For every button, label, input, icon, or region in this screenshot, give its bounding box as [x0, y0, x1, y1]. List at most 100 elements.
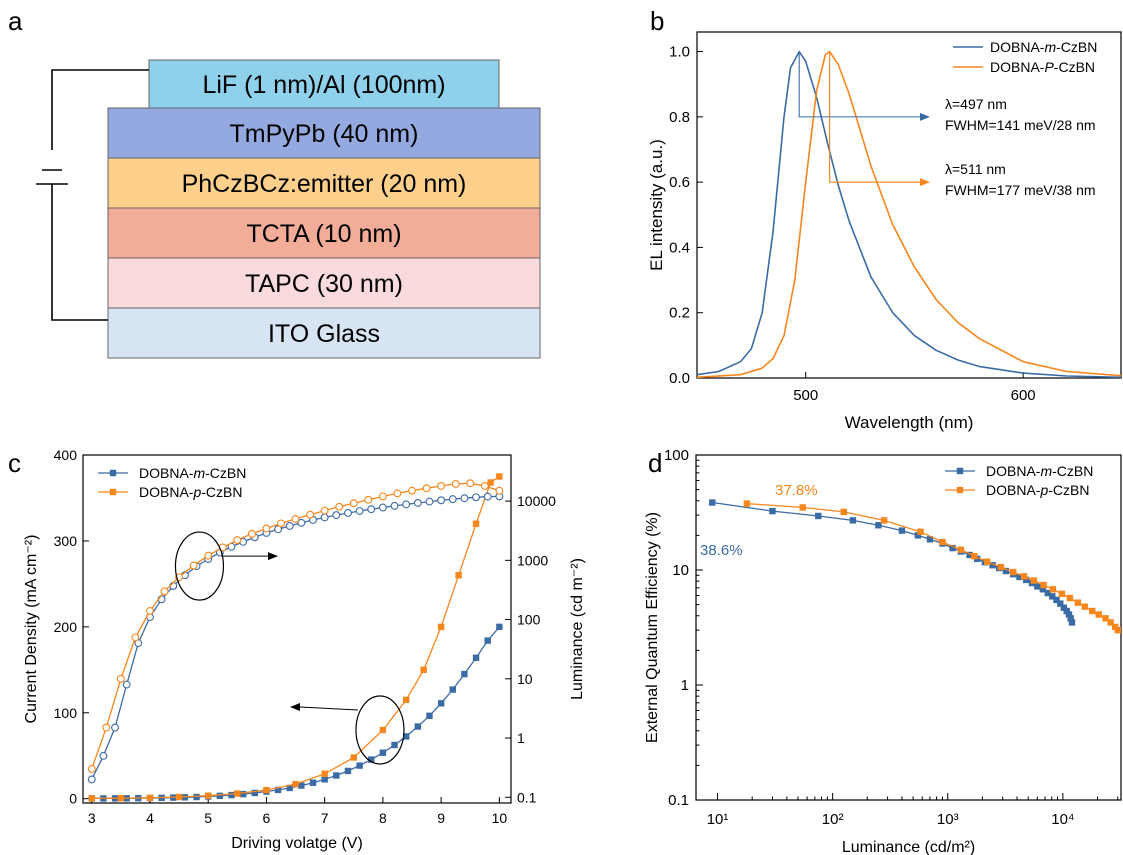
data-point [321, 507, 328, 514]
y-axis-label: Current Density (mA cm⁻²) [23, 535, 40, 724]
data-point [438, 483, 445, 490]
legend-label-part: DOBNA- [990, 39, 1045, 55]
x-tick-label: 10¹ [707, 811, 729, 828]
data-point [455, 572, 461, 578]
data-point [484, 493, 491, 500]
data-point [351, 754, 357, 760]
x-axis-label: Wavelength (nm) [845, 413, 974, 432]
data-point [333, 512, 340, 519]
data-point [438, 700, 444, 706]
y-tick-label: 400 [54, 447, 78, 463]
x-axis-label: Luminance (cd/m²) [842, 839, 975, 855]
series-line [92, 496, 500, 779]
data-point [800, 504, 806, 510]
data-point [307, 511, 314, 518]
panel-label-c: c [8, 448, 21, 478]
data-point [452, 481, 459, 488]
data-point [449, 496, 456, 503]
data-point [438, 624, 444, 630]
data-point [473, 494, 480, 501]
series-line [697, 52, 1121, 378]
data-point [278, 520, 285, 527]
data-point [957, 468, 963, 474]
panel-label-b: b [650, 6, 664, 36]
data-point [321, 776, 327, 782]
data-point [380, 727, 386, 733]
panel-a-device-stack: a LiF (1 nm)/Al (100nm) TmPyPb (40 nm) PhC… [8, 6, 540, 358]
data-point [450, 686, 456, 692]
legend-label-part: -CzBN [1048, 482, 1089, 498]
data-point [709, 499, 715, 505]
data-point [423, 485, 430, 492]
legend-label: DOBNA-P-CzBN [990, 59, 1095, 75]
y2-tick-label: 1000 [517, 552, 548, 568]
x-axis-label: Driving volatge (V) [231, 835, 363, 852]
data-point [415, 723, 421, 729]
data-point [1021, 573, 1027, 579]
y-tick-label: 100 [54, 705, 78, 721]
arrow-head [268, 552, 278, 560]
data-point [132, 634, 139, 641]
data-point [409, 487, 416, 494]
x-tick-label: 500 [793, 387, 818, 404]
y2-tick-label: 10 [517, 671, 533, 687]
data-point [403, 501, 410, 508]
data-point [345, 510, 352, 517]
x-tick-label: 6 [263, 810, 271, 826]
data-point [193, 794, 199, 800]
y-tick-label: 0.0 [669, 370, 690, 387]
data-point [485, 637, 491, 643]
legend-label: DOBNA-p-CzBN [986, 482, 1089, 498]
data-point [1096, 611, 1102, 617]
peak-eqe-label-p: 37.8% [775, 482, 818, 499]
data-point [391, 502, 398, 509]
y-tick-label: 0 [69, 791, 77, 807]
legend-label-part: -CzBN [1052, 463, 1093, 479]
panel-label-a: a [8, 6, 23, 36]
data-point [217, 793, 223, 799]
data-point [336, 503, 343, 510]
data-point [461, 671, 467, 677]
legend-label-part: DOBNA- [139, 465, 194, 481]
panel-label-d: d [648, 448, 662, 478]
plot-frame [696, 455, 1121, 800]
legend-label: DOBNA-m-CzBN [990, 39, 1097, 55]
data-point [875, 522, 881, 528]
legend-label-part: DOBNA- [986, 463, 1041, 479]
data-point [234, 790, 240, 796]
legend-label-part: DOBNA- [990, 59, 1045, 75]
legend-label-part: -CzBN [201, 484, 242, 500]
x-tick-label: 5 [204, 810, 212, 826]
y2-axis-label: Luminance (cd m⁻²) [569, 558, 586, 700]
x-tick-label: 3 [88, 810, 96, 826]
data-point [100, 752, 107, 759]
data-point [496, 487, 503, 494]
y-tick-label: 0.8 [669, 109, 690, 126]
data-point [461, 495, 468, 502]
data-point [438, 497, 445, 504]
x-tick-label: 10 [492, 810, 508, 826]
legend-label-italic: m [193, 465, 205, 481]
data-point [286, 523, 293, 530]
device-layer-label: TAPC (30 nm) [245, 270, 403, 298]
series-line [712, 503, 1072, 623]
data-point [379, 493, 386, 500]
data-point [841, 509, 847, 515]
x-tick-label: 4 [146, 810, 154, 826]
y2-tick-label: 1 [517, 730, 525, 746]
data-point [190, 562, 197, 569]
plot-frame [697, 32, 1121, 378]
data-point [420, 667, 426, 673]
panel-b-el-spectra: b 500 6000.00.20.40.60.81.0Wavelength (nm… [647, 6, 1121, 432]
data-point [321, 514, 328, 521]
data-point [394, 490, 401, 497]
y2-tick-label: 0.1 [517, 789, 537, 805]
data-point [1082, 603, 1088, 609]
data-point [958, 547, 964, 553]
data-point [112, 724, 119, 731]
y-tick-label: 0.1 [668, 792, 689, 809]
panel-c-jvl: c 3 4 5 6 7 8 9 1001002003004000.11101001000100… [8, 447, 586, 852]
data-point [1050, 586, 1056, 592]
legend-label-italic: p [1039, 482, 1048, 498]
data-point [496, 473, 502, 479]
